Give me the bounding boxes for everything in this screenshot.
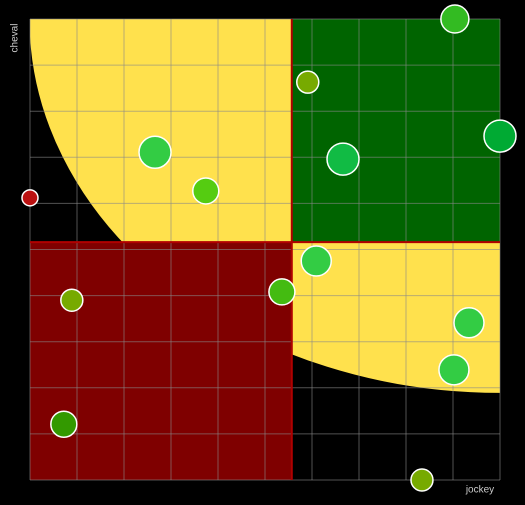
bubble [483,119,517,153]
bubble [192,177,220,205]
y-axis-label: cheval [10,24,21,53]
bubble [268,278,296,306]
bubble [60,288,84,312]
bubble [326,142,360,176]
bubble [50,410,78,438]
bubble [438,354,470,386]
bubble [410,468,434,492]
top-right-zone [291,19,500,243]
bottom-left-zone [30,242,292,480]
bubble [440,4,470,34]
bubble [300,245,332,277]
bubble [453,307,485,339]
x-axis-label: jockey [465,485,494,496]
bubble [296,70,320,94]
bubble [21,189,39,207]
bubble [138,135,172,169]
